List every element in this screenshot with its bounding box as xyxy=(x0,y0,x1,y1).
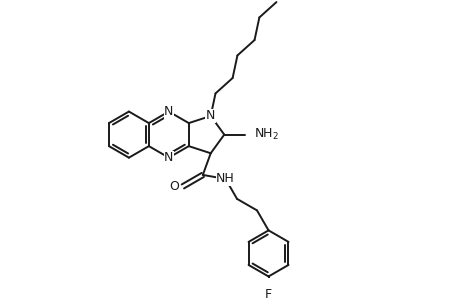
Text: NH$_2$: NH$_2$ xyxy=(253,127,278,142)
Text: NH: NH xyxy=(216,172,235,185)
Text: N: N xyxy=(206,110,215,122)
Text: O: O xyxy=(169,180,179,193)
Text: N: N xyxy=(164,105,173,118)
Text: F: F xyxy=(264,288,272,300)
Text: N: N xyxy=(164,151,173,164)
